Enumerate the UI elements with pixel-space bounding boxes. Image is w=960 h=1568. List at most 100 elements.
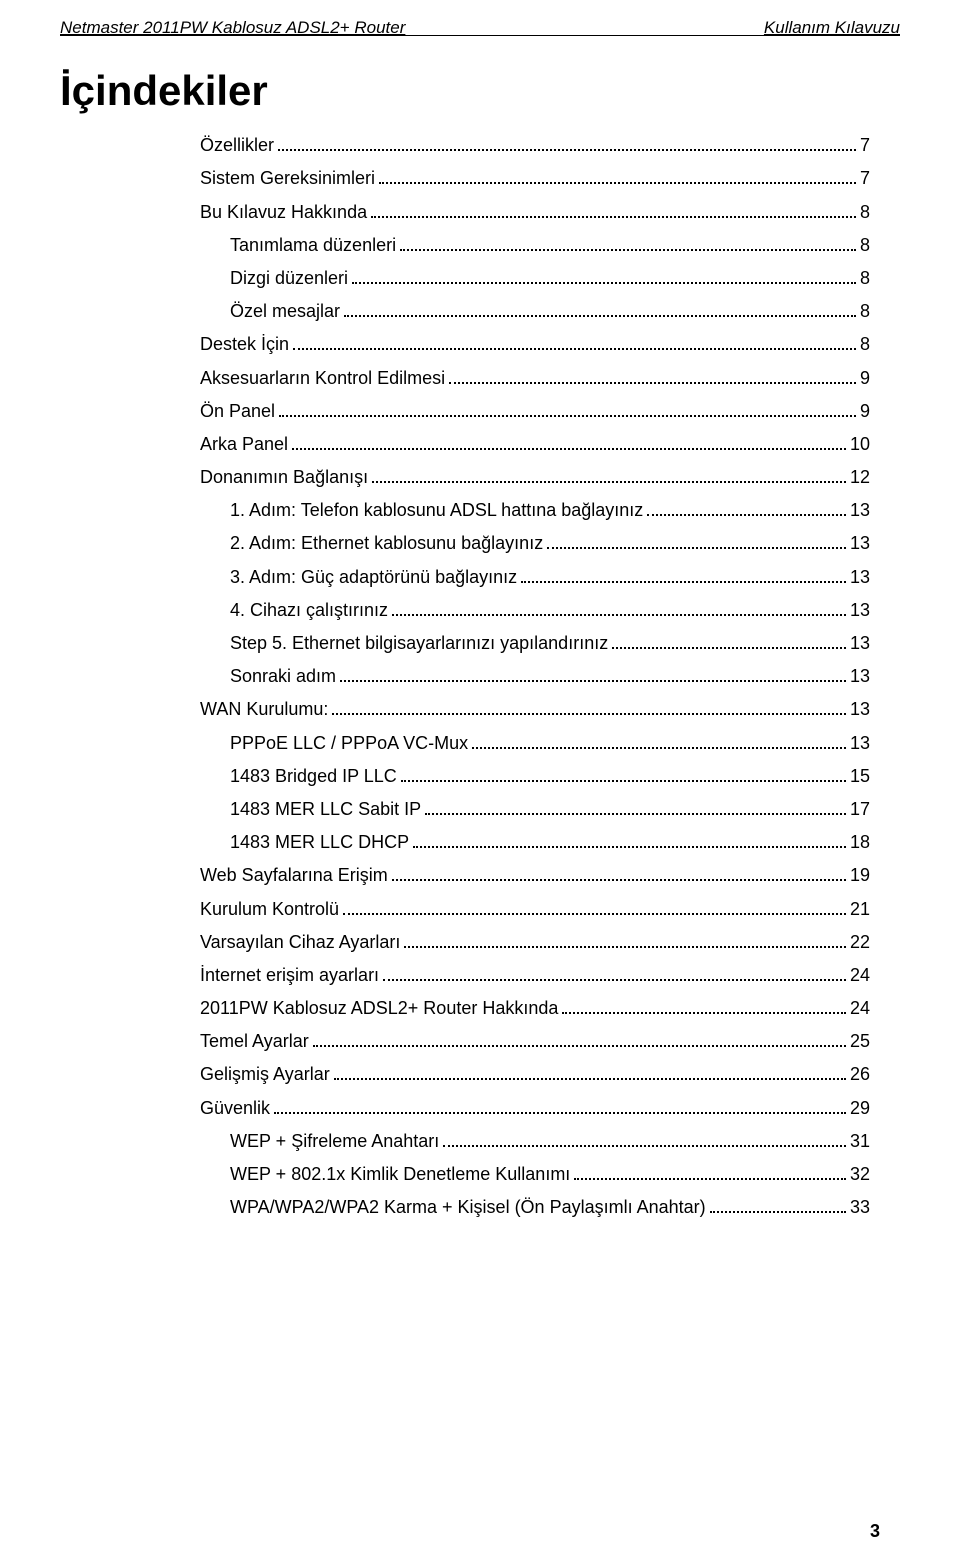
toc-page-number: 21 <box>850 900 870 918</box>
toc-entry: 1483 MER LLC DHCP18 <box>200 832 870 851</box>
toc-entry: WAN Kurulumu: 13 <box>200 699 870 718</box>
toc-page-number: 13 <box>850 667 870 685</box>
toc-entry: Sistem Gereksinimleri7 <box>200 168 870 187</box>
toc-page-number: 19 <box>850 866 870 884</box>
toc-label: Özel mesajlar <box>230 302 340 320</box>
toc-dot-leader <box>547 533 846 549</box>
toc-entry: Step 5. Ethernet bilgisayarlarınızı yapı… <box>200 633 870 652</box>
toc-entry: Dizgi düzenleri 8 <box>200 268 870 287</box>
toc-dot-leader <box>352 268 856 284</box>
toc-entry: 1483 Bridged IP LLC15 <box>200 766 870 785</box>
toc-dot-leader <box>392 600 846 616</box>
toc-entry: 4. Cihazı çalıştırınız13 <box>200 600 870 619</box>
toc-page-number: 12 <box>850 468 870 486</box>
toc-page-number: 8 <box>860 236 870 254</box>
toc-label: 1. Adım: Telefon kablosunu ADSL hattına … <box>230 501 643 519</box>
toc-dot-leader <box>340 666 846 682</box>
toc-label: Ön Panel <box>200 402 275 420</box>
toc-page-number: 13 <box>850 734 870 752</box>
toc-dot-leader <box>521 566 846 582</box>
toc-page-number: 25 <box>850 1032 870 1050</box>
toc-page-number: 13 <box>850 700 870 718</box>
toc-entry: PPPoE LLC / PPPoA VC-Mux13 <box>200 732 870 751</box>
toc-label: 3. Adım: Güç adaptörünü bağlayınız <box>230 568 517 586</box>
toc-label: Kurulum Kontrolü <box>200 900 339 918</box>
toc-entry: Ön Panel 9 <box>200 401 870 420</box>
toc-label: Gelişmiş Ayarlar <box>200 1065 330 1083</box>
toc-dot-leader <box>292 434 846 450</box>
toc-dot-leader <box>332 699 846 715</box>
toc-entry: Arka Panel10 <box>200 434 870 453</box>
toc-page-number: 22 <box>850 933 870 951</box>
toc-label: Aksesuarların Kontrol Edilmesi <box>200 369 445 387</box>
toc-label: Dizgi düzenleri <box>230 269 348 287</box>
page-title: İçindekiler <box>0 39 960 115</box>
header-rule <box>60 35 900 36</box>
toc-entry: WEP + Şifreleme Anahtarı 31 <box>200 1131 870 1150</box>
toc-dot-leader <box>574 1164 846 1180</box>
toc-entry: Varsayılan Cihaz Ayarları22 <box>200 932 870 951</box>
toc-label: Temel Ayarlar <box>200 1032 309 1050</box>
toc-entry: Sonraki adım13 <box>200 666 870 685</box>
toc-page-number: 32 <box>850 1165 870 1183</box>
toc-dot-leader <box>383 965 846 981</box>
toc-page-number: 24 <box>850 999 870 1017</box>
toc-label: Web Sayfalarına Erişim <box>200 866 388 884</box>
toc-page-number: 8 <box>860 269 870 287</box>
toc-page-number: 33 <box>850 1198 870 1216</box>
toc-entry: WPA/WPA2/WPA2 Karma + Kişisel (Ön Paylaş… <box>200 1197 870 1216</box>
toc-dot-leader <box>425 799 846 815</box>
table-of-contents: Özellikler7Sistem Gereksinimleri7Bu Kıla… <box>0 115 960 1216</box>
toc-page-number: 9 <box>860 369 870 387</box>
toc-dot-leader <box>278 135 856 151</box>
toc-page-number: 15 <box>850 767 870 785</box>
toc-page-number: 8 <box>860 335 870 353</box>
toc-dot-leader <box>334 1064 846 1080</box>
toc-page-number: 13 <box>850 501 870 519</box>
toc-entry: Web Sayfalarına Erişim 19 <box>200 865 870 884</box>
toc-label: Güvenlik <box>200 1099 270 1117</box>
toc-entry: 2. Adım: Ethernet kablosunu bağlayınız13 <box>200 533 870 552</box>
toc-page-number: 13 <box>850 568 870 586</box>
toc-entry: Gelişmiş Ayarlar 26 <box>200 1064 870 1083</box>
toc-page-number: 26 <box>850 1065 870 1083</box>
toc-dot-leader <box>413 832 846 848</box>
toc-page-number: 9 <box>860 402 870 420</box>
toc-label: WEP + Şifreleme Anahtarı <box>230 1132 439 1150</box>
toc-page-number: 8 <box>860 203 870 221</box>
toc-dot-leader <box>400 235 856 251</box>
toc-dot-leader <box>372 467 846 483</box>
toc-label: Tanımlama düzenleri <box>230 236 396 254</box>
page-header: Netmaster 2011PW Kablosuz ADSL2+ Router … <box>0 0 960 38</box>
toc-dot-leader <box>343 898 846 914</box>
toc-dot-leader <box>379 168 856 184</box>
page-number: 3 <box>870 1521 880 1542</box>
toc-label: Step 5. Ethernet bilgisayarlarınızı yapı… <box>230 634 608 652</box>
toc-page-number: 31 <box>850 1132 870 1150</box>
toc-dot-leader <box>293 334 856 350</box>
toc-dot-leader <box>401 766 846 782</box>
toc-entry: 1483 MER LLC Sabit IP17 <box>200 799 870 818</box>
toc-label: 2. Adım: Ethernet kablosunu bağlayınız <box>230 534 543 552</box>
toc-page-number: 10 <box>850 435 870 453</box>
toc-entry: Tanımlama düzenleri 8 <box>200 235 870 254</box>
toc-dot-leader <box>313 1031 846 1047</box>
toc-dot-leader <box>274 1097 846 1113</box>
toc-entry: Güvenlik29 <box>200 1097 870 1116</box>
toc-entry: Bu Kılavuz Hakkında 8 <box>200 201 870 220</box>
toc-page-number: 13 <box>850 634 870 652</box>
toc-dot-leader <box>647 500 846 516</box>
toc-entry: Kurulum Kontrolü 21 <box>200 898 870 917</box>
toc-label: WEP + 802.1x Kimlik Denetleme Kullanımı <box>230 1165 570 1183</box>
toc-entry: İnternet erişim ayarları24 <box>200 965 870 984</box>
toc-entry: 1. Adım: Telefon kablosunu ADSL hattına … <box>200 500 870 519</box>
toc-label: İnternet erişim ayarları <box>200 966 379 984</box>
toc-dot-leader <box>472 732 846 748</box>
toc-label: Bu Kılavuz Hakkında <box>200 203 367 221</box>
toc-entry: WEP + 802.1x Kimlik Denetleme Kullanımı 3… <box>200 1164 870 1183</box>
toc-label: 2011PW Kablosuz ADSL2+ Router Hakkında <box>200 999 558 1017</box>
toc-entry: Destek İçin8 <box>200 334 870 353</box>
toc-dot-leader <box>562 998 846 1014</box>
toc-dot-leader <box>344 301 856 317</box>
toc-label: WAN Kurulumu: <box>200 700 328 718</box>
